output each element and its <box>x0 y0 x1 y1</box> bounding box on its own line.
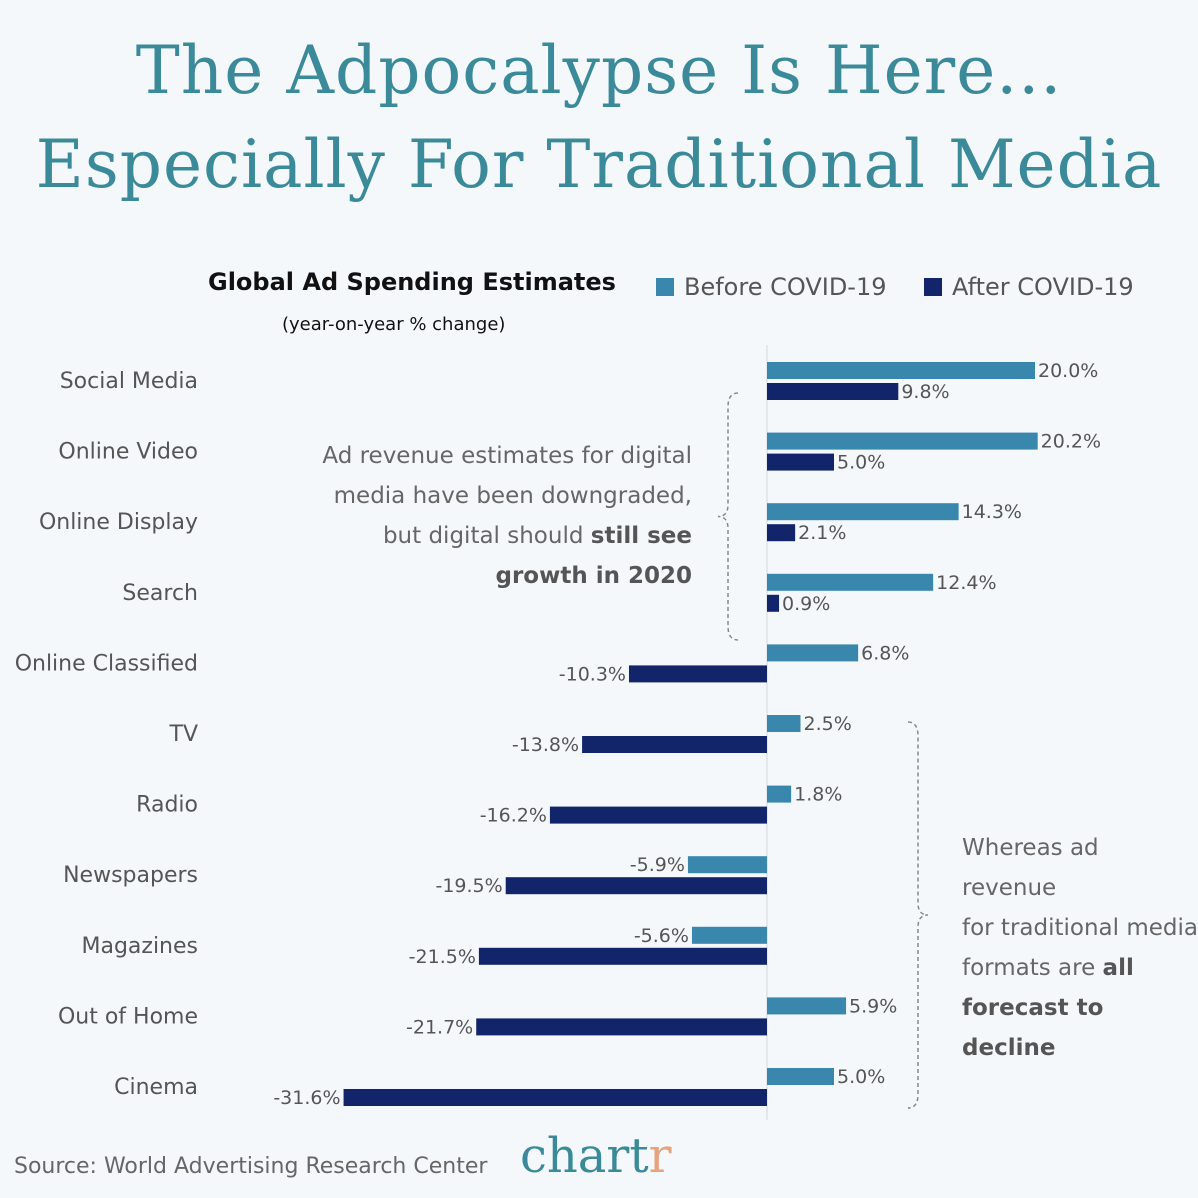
bar-after <box>767 524 796 542</box>
traditional-brace <box>907 721 929 1109</box>
value-label: 14.3% <box>962 501 1022 523</box>
value-label: 1.8% <box>794 784 842 806</box>
digital-annotation-line-2: media have been downgraded, <box>333 483 692 509</box>
category-label: Out of Home <box>58 1004 198 1029</box>
value-label: 2.1% <box>798 522 846 544</box>
bar-after <box>767 594 780 612</box>
legend-after-label: After COVID-19 <box>952 273 1134 301</box>
legend-before-swatch <box>656 278 674 296</box>
legend-before-label: Before COVID-19 <box>684 273 887 301</box>
bar-before <box>767 573 934 591</box>
digital-brace <box>717 392 739 641</box>
bar-before <box>767 503 959 521</box>
category-label: Magazines <box>81 934 198 959</box>
value-label: -5.6% <box>634 925 689 947</box>
value-label: -10.3% <box>559 663 626 685</box>
digital-annotation: Ad revenue estimates for digital media h… <box>312 436 692 596</box>
traditional-annotation: Whereas ad revenue for traditional media… <box>962 828 1198 1068</box>
bar-after <box>549 806 767 824</box>
category-label: Online Display <box>39 510 198 535</box>
bar-after <box>767 383 899 400</box>
value-label: -21.5% <box>409 946 476 968</box>
digital-annotation-line-3: but digital should still see <box>312 516 692 556</box>
category-label: Newspapers <box>63 863 198 888</box>
value-label: 6.8% <box>861 642 909 664</box>
traditional-annotation-line-4-bold: forecast to decline <box>962 995 1104 1061</box>
value-label: -31.6% <box>273 1087 340 1109</box>
value-label: -5.9% <box>630 854 685 876</box>
value-label: -16.2% <box>480 805 547 827</box>
brand-logo-main: chart <box>520 1128 649 1184</box>
value-label: 12.4% <box>936 572 996 594</box>
bar-before <box>767 362 1035 379</box>
value-label: -21.7% <box>406 1016 473 1038</box>
traditional-annotation-line-3-bold: all <box>1102 955 1134 981</box>
category-label: TV <box>169 722 199 747</box>
legend-after-swatch <box>924 278 942 296</box>
value-label: 5.0% <box>837 452 885 474</box>
bar-after <box>628 665 767 683</box>
bar-after <box>582 736 767 753</box>
chart-subtitle: (year-on-year % change) <box>282 314 506 335</box>
category-label: Cinema <box>114 1075 198 1100</box>
bar-before <box>767 644 859 662</box>
bar-after <box>343 1089 767 1106</box>
bar-before <box>767 785 792 803</box>
digital-annotation-line-4-bold: growth in 2020 <box>495 563 692 589</box>
title-line-1: The Adpocalypse Is Here... <box>135 32 1063 109</box>
bar-before <box>767 432 1038 450</box>
bar-before <box>687 856 767 874</box>
value-label: 5.0% <box>837 1066 885 1088</box>
title-line-2: Especially For Traditional Media <box>35 126 1163 203</box>
digital-annotation-line-1: Ad revenue estimates for digital <box>322 443 692 469</box>
traditional-annotation-line-3-plain: formats are <box>962 955 1103 981</box>
digital-annotation-line-3-bold: still see <box>590 523 692 549</box>
value-label: 5.9% <box>849 995 897 1017</box>
category-label: Online Classified <box>15 651 198 676</box>
category-label: Online Video <box>58 440 198 465</box>
category-label: Radio <box>136 793 198 818</box>
brand-logo-accent: r <box>648 1128 672 1184</box>
traditional-annotation-line-3: formats are all <box>962 948 1198 988</box>
source-note: Source: World Advertising Research Cente… <box>14 1154 488 1179</box>
digital-annotation-line-3-plain: but digital should <box>382 523 591 549</box>
legend-before: Before COVID-19 <box>656 272 887 302</box>
traditional-annotation-line-2: for traditional media <box>962 915 1198 941</box>
bar-before <box>767 715 801 732</box>
bar-before <box>691 926 767 944</box>
bar-after <box>767 453 834 471</box>
brand-logo: chartr <box>520 1128 672 1184</box>
traditional-annotation-line-1: Whereas ad revenue <box>962 835 1099 901</box>
value-label: 9.8% <box>901 381 949 403</box>
bar-after <box>478 947 767 965</box>
bar-before <box>767 997 847 1015</box>
category-label: Search <box>122 581 198 606</box>
value-label: 0.9% <box>782 593 830 615</box>
traditional-annotation-line-4: forecast to decline <box>962 988 1198 1068</box>
bar-before <box>767 1068 834 1085</box>
value-label: 20.0% <box>1038 360 1098 382</box>
category-label: Social Media <box>60 369 198 394</box>
value-label: -19.5% <box>435 875 502 897</box>
chart-title: Global Ad Spending Estimates <box>208 268 616 296</box>
value-label: -13.8% <box>512 734 579 756</box>
value-label: 2.5% <box>804 713 852 735</box>
digital-annotation-line-4: growth in 2020 <box>312 556 692 596</box>
bar-after <box>476 1018 767 1036</box>
value-label: 20.2% <box>1041 431 1101 453</box>
legend-after: After COVID-19 <box>924 272 1134 302</box>
bar-after <box>505 877 767 895</box>
